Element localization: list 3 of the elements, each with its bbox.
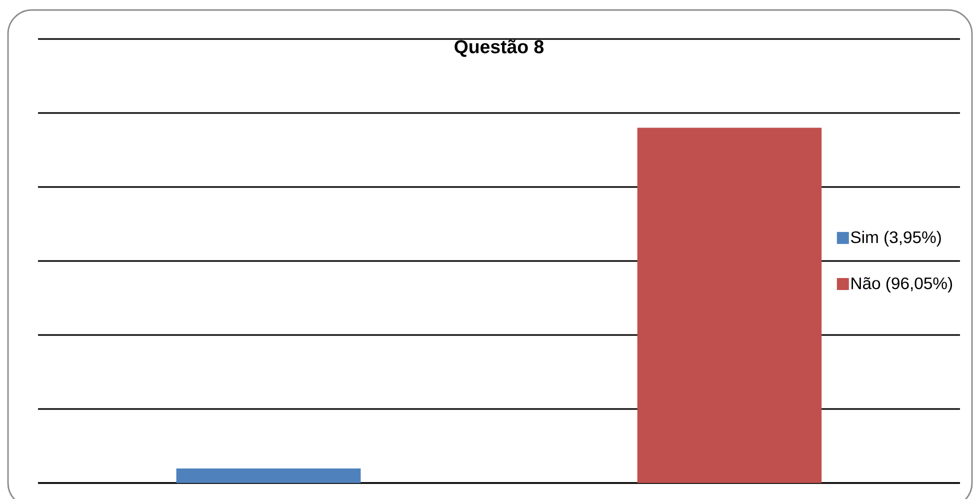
legend-label: Sim (3,95%) <box>850 230 941 246</box>
legend-label: Não (96,05%) <box>852 276 952 293</box>
chart-title: Questão 8 <box>454 40 544 57</box>
